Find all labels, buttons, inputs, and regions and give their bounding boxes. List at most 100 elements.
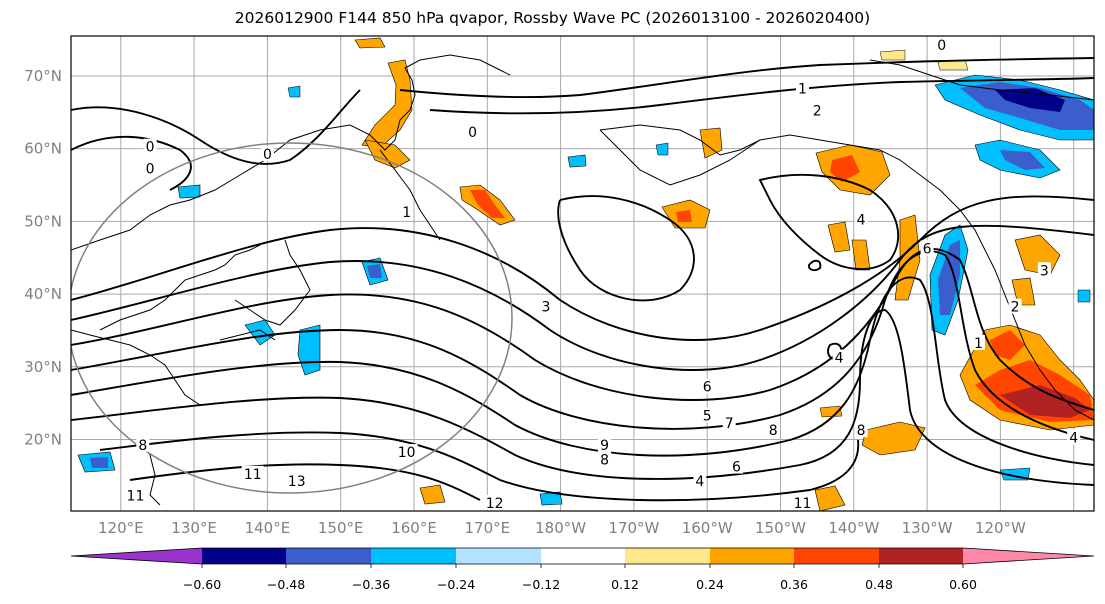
- contour-label-background: [1067, 429, 1081, 445]
- reference-circle: [71, 142, 513, 494]
- contour-label-background: [791, 494, 814, 510]
- contour-label: 5: [703, 409, 712, 425]
- contour-label: 10: [398, 445, 416, 461]
- latitude-label: 70°N: [24, 67, 62, 85]
- colorbar-tick-label: 0.36: [780, 577, 808, 592]
- latitude-label: 60°N: [24, 140, 62, 158]
- contour-label: 11: [127, 489, 145, 505]
- contour-label-background: [935, 36, 949, 52]
- contour-label-background: [795, 80, 809, 96]
- longitude-label: 150°E: [318, 519, 364, 537]
- contour-label: 7: [725, 416, 734, 432]
- contour-label: 8: [600, 452, 609, 468]
- contour-label: 3: [541, 300, 550, 316]
- latitude-label: 30°N: [24, 358, 62, 376]
- contour-label-background: [400, 204, 414, 220]
- contour-label: 4: [695, 474, 704, 490]
- contour-label: 13: [288, 474, 306, 490]
- colorbar-tick-label: −0.24: [437, 577, 475, 592]
- contour-label-background: [700, 407, 714, 423]
- colorbar-tick-label: −0.36: [352, 577, 390, 592]
- contour-label: 11: [244, 467, 262, 483]
- contour-label: 4: [857, 212, 866, 228]
- colorbar-tick-label: 0.24: [696, 577, 724, 592]
- longitude-label: 170°W: [608, 519, 659, 537]
- latitude-label: 20°N: [24, 430, 62, 448]
- colorbar-tick-label: 0.60: [949, 577, 977, 592]
- contour-label-background: [483, 494, 506, 510]
- map-title: 2026012900 F144 850 hPa qvapor, Rossby W…: [234, 9, 871, 27]
- longitude-label: 120°W: [975, 519, 1026, 537]
- contour-label-background: [539, 298, 553, 314]
- contour-label-background: [241, 465, 264, 481]
- contour-label-background: [971, 334, 985, 350]
- contour-label-background: [598, 451, 612, 467]
- colorbar: [70, 547, 1095, 565]
- colorbar-ticks: −0.60 −0.48 −0.36 −0.24 −0.12 0.12 0.24 0.36 0.4…: [183, 564, 977, 592]
- contour-label: 0: [937, 38, 946, 54]
- latitude-label: 50°N: [24, 212, 62, 230]
- contour-label-background: [124, 487, 147, 503]
- colorbar-tick-label: 0.12: [611, 577, 639, 592]
- contour-label: 4: [835, 351, 844, 367]
- colorbar-segment: [710, 548, 794, 564]
- contour-label-background: [143, 138, 157, 154]
- coastlines: [71, 54, 1094, 506]
- contour-label-background: [854, 422, 868, 438]
- contour-label: 2: [1011, 300, 1020, 316]
- contour-label-background: [730, 458, 744, 474]
- contour-label-background: [693, 473, 707, 489]
- contour-label-background: [854, 211, 868, 227]
- contour-label: 12: [486, 496, 504, 512]
- longitude-label: 160°W: [682, 519, 733, 537]
- colorbar-segment: [286, 548, 371, 564]
- colorbar-segment: [794, 548, 879, 564]
- contour-label-background: [700, 378, 714, 394]
- colorbar-tick-label: −0.60: [183, 577, 221, 592]
- longitude-label: 180°W: [535, 519, 586, 537]
- latitude-labels: 70°N 60°N 50°N 40°N 30°N 20°N: [24, 67, 62, 448]
- colorbar-segment: [879, 548, 963, 564]
- longitude-label: 120°E: [98, 519, 144, 537]
- contour-label-layer: 0000012112346346578810911131112111064488: [124, 36, 1081, 512]
- contour-label: 6: [732, 460, 741, 476]
- colorbar-segment: [371, 548, 456, 564]
- colorbar-tick-label: −0.48: [267, 577, 305, 592]
- contour-label-background: [136, 436, 150, 452]
- contour-label: 6: [923, 241, 932, 257]
- contour-label: 1: [798, 82, 807, 98]
- contour-label-background: [143, 160, 157, 176]
- contour-label-background: [260, 145, 274, 161]
- contour-label-background: [395, 444, 418, 460]
- contour-label-background: [598, 436, 612, 452]
- contour-label: 9: [600, 438, 609, 454]
- contour-label: 8: [138, 438, 147, 454]
- contour-label-background: [810, 102, 824, 118]
- contour-label: 2: [813, 103, 822, 119]
- map-frame: [70, 35, 1095, 512]
- contour-label-background: [832, 349, 846, 365]
- colorbar-segment: [625, 548, 710, 564]
- longitude-label: 130°E: [171, 519, 217, 537]
- longitude-label: 170°E: [464, 519, 510, 537]
- contour-label: 8: [769, 423, 778, 439]
- longitude-label: 150°W: [755, 519, 806, 537]
- longitude-label: 140°W: [828, 519, 879, 537]
- contour-label: 1: [974, 336, 983, 352]
- contour-label: 0: [146, 140, 155, 156]
- contour-label-background: [1037, 262, 1051, 278]
- colorbar-segment: [541, 548, 625, 564]
- contour-label-background: [466, 124, 480, 140]
- negative-anomaly-shading: [77, 74, 1094, 506]
- contour-label-background: [766, 422, 780, 438]
- colorbar-extend-high: [963, 548, 1094, 564]
- longitude-labels: 120°E 130°E 140°E 150°E 160°E 170°E 180°W 170°W…: [98, 519, 1026, 537]
- contour-label: 3: [1040, 263, 1049, 279]
- colorbar-tick-label: 0.48: [865, 577, 893, 592]
- contour-label-background: [722, 414, 736, 430]
- latitude-label: 40°N: [24, 285, 62, 303]
- colorbar-segment: [202, 548, 286, 564]
- graticule: [71, 36, 1094, 511]
- contour-label: 0: [146, 161, 155, 177]
